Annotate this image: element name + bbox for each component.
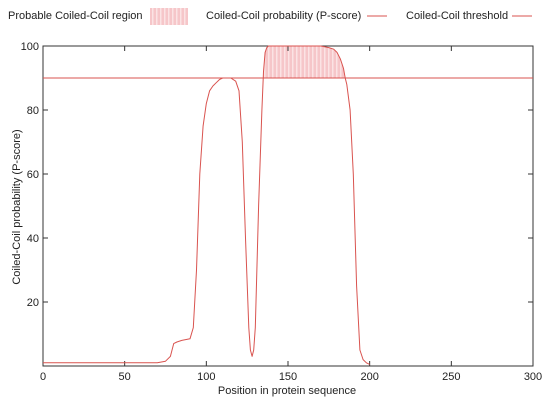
y-tick-label-40: 40	[27, 233, 39, 245]
x-tick-label-150: 150	[279, 371, 297, 383]
plot-frame	[42, 45, 534, 367]
region-layer	[263, 46, 346, 78]
x-tick-label-250: 250	[442, 371, 460, 383]
probability-series-line	[43, 45, 370, 365]
legend-region-label: Probable Coiled-Coil region	[8, 10, 143, 22]
y-tick-label-20: 20	[27, 297, 39, 309]
x-axis-label: Position in protein sequence	[218, 385, 356, 397]
y-tick-label-100: 100	[21, 41, 39, 53]
series-layer	[43, 45, 533, 365]
y-axis-label: Coiled-Coil probability (P-score)	[11, 129, 23, 284]
x-tick-label-200: 200	[360, 371, 378, 383]
x-tick-label-50: 50	[119, 371, 131, 383]
coiled-coil-region-0	[263, 46, 346, 78]
legend-region-swatch	[150, 8, 188, 25]
x-tick-label-100: 100	[197, 371, 215, 383]
y-tick-label-60: 60	[27, 169, 39, 181]
axes: 0 50 100 150 200 250 300 20 40 60 80 100	[21, 41, 543, 383]
x-tick-label-300: 300	[524, 371, 542, 383]
legend: Probable Coiled-Coil region Coiled-Coil …	[8, 8, 532, 25]
y-tick-label-80: 80	[27, 105, 39, 117]
legend-threshold-label: Coiled-Coil threshold	[406, 10, 508, 22]
legend-probability-label: Coiled-Coil probability (P-score)	[206, 10, 361, 22]
x-tick-label-0: 0	[40, 371, 46, 383]
